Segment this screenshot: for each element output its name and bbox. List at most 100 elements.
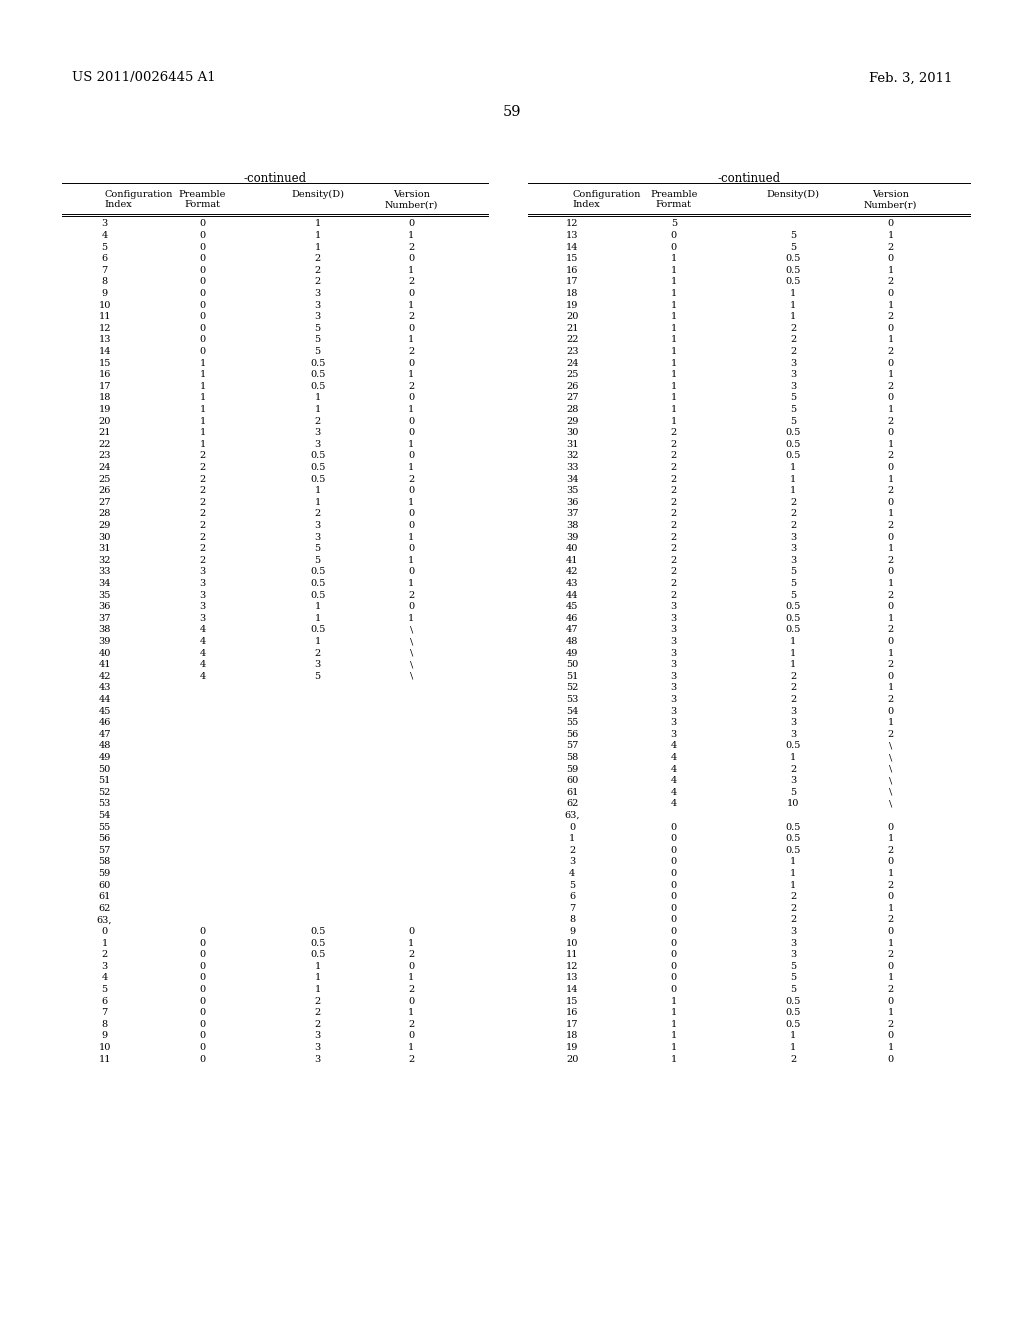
- Text: 19: 19: [98, 405, 111, 414]
- Text: 58: 58: [566, 754, 579, 762]
- Text: 3: 3: [671, 638, 677, 645]
- Text: 4: 4: [671, 742, 677, 751]
- Text: 1: 1: [671, 417, 677, 425]
- Text: 0: 0: [671, 962, 677, 972]
- Text: 11: 11: [98, 1055, 111, 1064]
- Text: Density(D): Density(D): [291, 190, 344, 199]
- Text: 1: 1: [791, 754, 797, 762]
- Text: 1: 1: [888, 579, 894, 589]
- Text: 2: 2: [101, 950, 108, 960]
- Text: 0: 0: [671, 916, 677, 924]
- Text: 29: 29: [566, 417, 579, 425]
- Text: 43: 43: [98, 684, 111, 693]
- Text: 2: 2: [888, 730, 894, 739]
- Text: 47: 47: [98, 730, 111, 739]
- Text: 3: 3: [200, 568, 206, 577]
- Text: 1: 1: [791, 289, 797, 298]
- Text: 42: 42: [98, 672, 111, 681]
- Text: 31: 31: [566, 440, 579, 449]
- Text: 0: 0: [671, 927, 677, 936]
- Text: 2: 2: [888, 277, 894, 286]
- Text: 2: 2: [791, 916, 797, 924]
- Text: 2: 2: [671, 579, 677, 589]
- Text: 41: 41: [566, 556, 579, 565]
- Text: 32: 32: [98, 556, 111, 565]
- Text: 2: 2: [409, 475, 415, 483]
- Text: 32: 32: [566, 451, 579, 461]
- Text: 4: 4: [671, 800, 677, 808]
- Text: 43: 43: [566, 579, 579, 589]
- Text: 1: 1: [314, 486, 321, 495]
- Text: 1: 1: [409, 533, 415, 541]
- Text: \: \: [889, 800, 892, 808]
- Text: Density(D): Density(D): [767, 190, 819, 199]
- Text: 20: 20: [566, 1055, 579, 1064]
- Text: 2: 2: [314, 997, 321, 1006]
- Text: 10: 10: [98, 301, 111, 310]
- Text: 1: 1: [409, 405, 415, 414]
- Text: 4: 4: [671, 754, 677, 762]
- Text: 0: 0: [200, 939, 206, 948]
- Text: 2: 2: [200, 556, 206, 565]
- Text: 0: 0: [888, 428, 894, 437]
- Text: 3: 3: [671, 684, 677, 693]
- Text: 0.5: 0.5: [785, 428, 801, 437]
- Text: 0.5: 0.5: [310, 359, 326, 368]
- Text: 18: 18: [566, 289, 579, 298]
- Text: 28: 28: [98, 510, 111, 519]
- Text: 18: 18: [98, 393, 111, 403]
- Text: 2: 2: [888, 486, 894, 495]
- Text: 2: 2: [314, 1008, 321, 1018]
- Text: 33: 33: [98, 568, 111, 577]
- Text: 3: 3: [671, 696, 677, 704]
- Text: -continued: -continued: [718, 172, 780, 185]
- Text: 1: 1: [888, 405, 894, 414]
- Text: 8: 8: [101, 277, 108, 286]
- Text: 0.5: 0.5: [785, 626, 801, 635]
- Text: 1: 1: [671, 359, 677, 368]
- Text: 0.5: 0.5: [310, 626, 326, 635]
- Text: 1: 1: [314, 614, 321, 623]
- Text: 2: 2: [671, 451, 677, 461]
- Text: 33: 33: [566, 463, 579, 473]
- Text: 1: 1: [888, 904, 894, 913]
- Text: 0: 0: [101, 927, 108, 936]
- Text: 13: 13: [566, 231, 579, 240]
- Text: 1: 1: [791, 880, 797, 890]
- Text: 5: 5: [314, 544, 321, 553]
- Text: 47: 47: [566, 626, 579, 635]
- Text: 14: 14: [98, 347, 111, 356]
- Text: 3: 3: [791, 706, 797, 715]
- Text: 1: 1: [888, 510, 894, 519]
- Text: 3: 3: [101, 219, 108, 228]
- Text: 51: 51: [98, 776, 111, 785]
- Text: 2: 2: [409, 985, 415, 994]
- Text: 2: 2: [200, 521, 206, 531]
- Text: 1: 1: [569, 834, 575, 843]
- Text: 1: 1: [791, 638, 797, 645]
- Text: 3: 3: [314, 521, 321, 531]
- Text: 0.5: 0.5: [310, 939, 326, 948]
- Text: 3: 3: [314, 428, 321, 437]
- Text: 1: 1: [314, 602, 321, 611]
- Text: 3: 3: [791, 927, 797, 936]
- Text: 1: 1: [409, 231, 415, 240]
- Text: 5: 5: [314, 347, 321, 356]
- Text: 2: 2: [409, 313, 415, 321]
- Text: 1: 1: [314, 985, 321, 994]
- Text: 5: 5: [101, 985, 108, 994]
- Text: 59: 59: [98, 869, 111, 878]
- Text: 3: 3: [314, 289, 321, 298]
- Text: 1: 1: [791, 648, 797, 657]
- Text: 38: 38: [98, 626, 111, 635]
- Text: 44: 44: [98, 696, 111, 704]
- Text: 5: 5: [791, 985, 797, 994]
- Text: 61: 61: [566, 788, 579, 797]
- Text: 45: 45: [566, 602, 579, 611]
- Text: 1: 1: [671, 1055, 677, 1064]
- Text: Configuration
Index: Configuration Index: [572, 190, 641, 210]
- Text: 3: 3: [200, 602, 206, 611]
- Text: 0: 0: [671, 939, 677, 948]
- Text: 2: 2: [888, 381, 894, 391]
- Text: 3: 3: [791, 381, 797, 391]
